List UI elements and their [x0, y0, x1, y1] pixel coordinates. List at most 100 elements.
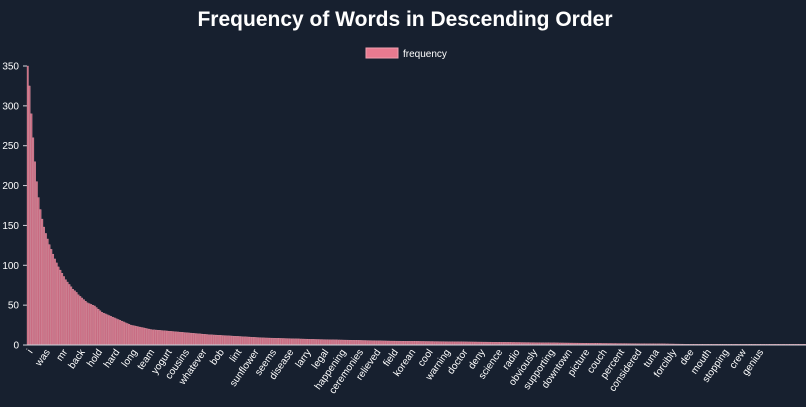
bar[interactable]: [246, 336, 248, 346]
bar[interactable]: [61, 273, 64, 346]
bar[interactable]: [236, 336, 239, 346]
bar[interactable]: [423, 341, 426, 346]
bar[interactable]: [354, 340, 357, 346]
bar[interactable]: [79, 296, 82, 346]
bar[interactable]: [148, 328, 151, 346]
bar[interactable]: [405, 341, 408, 346]
bar[interactable]: [151, 329, 154, 346]
bar[interactable]: [140, 327, 143, 346]
bar[interactable]: [260, 337, 263, 346]
bar[interactable]: [383, 340, 386, 346]
bar[interactable]: [304, 338, 306, 346]
bar[interactable]: [347, 339, 350, 346]
bar[interactable]: [75, 292, 78, 346]
bar[interactable]: [77, 294, 80, 346]
bar[interactable]: [258, 337, 261, 346]
bar[interactable]: [30, 113, 33, 346]
bar[interactable]: [398, 340, 401, 346]
bar[interactable]: [271, 337, 274, 346]
bar[interactable]: [419, 341, 422, 346]
bar[interactable]: [392, 340, 395, 346]
bar[interactable]: [34, 161, 36, 346]
bar[interactable]: [323, 339, 326, 346]
bar[interactable]: [432, 341, 435, 346]
bar[interactable]: [68, 284, 71, 346]
bar[interactable]: [198, 333, 201, 346]
bar[interactable]: [265, 337, 268, 346]
bar[interactable]: [233, 335, 236, 346]
bar[interactable]: [227, 335, 230, 346]
bar[interactable]: [63, 276, 65, 346]
bar[interactable]: [70, 286, 73, 346]
bar[interactable]: [26, 65, 29, 346]
bar[interactable]: [122, 321, 125, 346]
bar[interactable]: [177, 331, 180, 346]
bar[interactable]: [371, 340, 373, 346]
bar[interactable]: [390, 340, 393, 346]
bar[interactable]: [381, 340, 384, 346]
bar[interactable]: [361, 340, 364, 346]
bar[interactable]: [325, 339, 328, 346]
bar[interactable]: [224, 335, 227, 346]
bar[interactable]: [409, 341, 411, 346]
bar[interactable]: [124, 322, 127, 346]
bar[interactable]: [403, 341, 406, 346]
bar[interactable]: [180, 332, 183, 346]
bar[interactable]: [193, 333, 196, 346]
bar[interactable]: [191, 333, 194, 346]
bar[interactable]: [146, 328, 149, 346]
bar[interactable]: [338, 339, 341, 346]
bar[interactable]: [131, 325, 134, 346]
bar[interactable]: [296, 338, 299, 346]
bar[interactable]: [28, 85, 31, 346]
bar[interactable]: [206, 334, 209, 346]
bar[interactable]: [54, 258, 56, 346]
bar[interactable]: [41, 218, 44, 346]
bar[interactable]: [222, 335, 225, 346]
bar[interactable]: [90, 304, 93, 346]
bar[interactable]: [314, 339, 317, 346]
bar[interactable]: [238, 336, 241, 346]
bar[interactable]: [168, 330, 170, 346]
bar[interactable]: [396, 340, 399, 346]
bar[interactable]: [139, 326, 141, 346]
bar[interactable]: [416, 341, 419, 346]
bar[interactable]: [188, 332, 190, 346]
bar[interactable]: [209, 334, 212, 346]
bar[interactable]: [439, 341, 442, 346]
bar[interactable]: [365, 340, 368, 346]
bar[interactable]: [336, 339, 339, 346]
bar[interactable]: [195, 333, 198, 346]
bar[interactable]: [117, 319, 120, 346]
bar[interactable]: [43, 226, 45, 346]
bar[interactable]: [184, 332, 187, 346]
bar[interactable]: [39, 209, 42, 346]
bar[interactable]: [37, 197, 40, 346]
bar[interactable]: [88, 303, 91, 346]
bar[interactable]: [240, 336, 243, 346]
bar[interactable]: [99, 310, 102, 346]
bar[interactable]: [115, 318, 118, 346]
bar[interactable]: [35, 181, 38, 346]
bar[interactable]: [394, 340, 397, 346]
bar[interactable]: [97, 308, 100, 346]
bar[interactable]: [102, 312, 105, 346]
bar[interactable]: [242, 336, 245, 346]
bar[interactable]: [447, 341, 449, 346]
bar[interactable]: [360, 340, 362, 346]
bar[interactable]: [358, 340, 361, 346]
bar[interactable]: [256, 337, 259, 346]
bar[interactable]: [119, 320, 122, 346]
bar[interactable]: [363, 340, 366, 346]
bar[interactable]: [318, 339, 321, 346]
bar[interactable]: [64, 279, 67, 346]
bar[interactable]: [213, 334, 216, 346]
bar[interactable]: [142, 327, 145, 346]
bar[interactable]: [169, 331, 172, 346]
bar[interactable]: [380, 340, 382, 346]
bar[interactable]: [316, 339, 319, 346]
bar[interactable]: [280, 338, 283, 346]
bar[interactable]: [84, 301, 87, 346]
bar[interactable]: [436, 341, 439, 346]
bar[interactable]: [166, 330, 169, 346]
